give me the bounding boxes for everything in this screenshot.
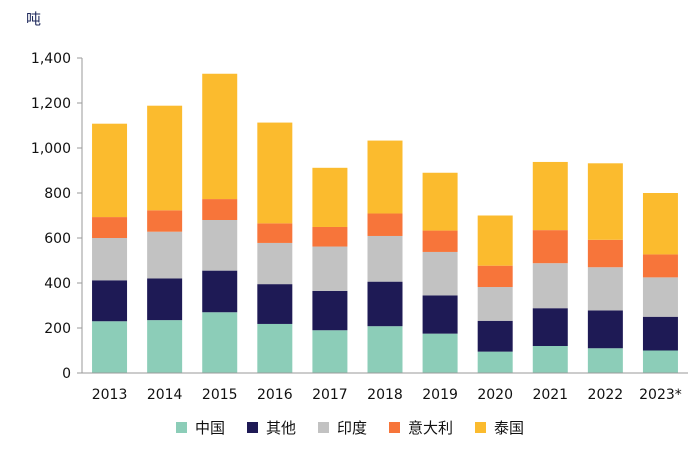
x-tick-label: 2019 [422, 387, 458, 403]
bar-segment [642, 193, 678, 255]
x-tick-label: 2023* [639, 387, 682, 403]
bar-segment [312, 226, 348, 247]
bar-segment [642, 350, 678, 373]
bar-segment [92, 123, 128, 218]
legend-item: 其他 [246, 417, 296, 438]
bar-segment [532, 263, 568, 309]
bar-segment [202, 73, 238, 200]
bar-segment [312, 330, 348, 373]
x-tick-label: 2021 [532, 387, 568, 403]
legend-item: 中国 [175, 417, 225, 438]
bar-segment [92, 280, 128, 322]
bar-segment [642, 316, 678, 351]
x-axis-ticks: 2013 2014 2015 2016 2017 2018 2019 2020 2021 2022… [92, 387, 682, 403]
bar-segment [312, 290, 348, 331]
bar-segment [367, 235, 403, 282]
y-tick-label: 200 [44, 321, 71, 337]
legend-swatch [175, 421, 187, 433]
legend-swatch [475, 421, 487, 433]
bar-segment [532, 346, 568, 373]
bar-segment [147, 320, 183, 373]
bar-segment [257, 242, 293, 285]
y-tick-label: 800 [44, 186, 71, 202]
bar-segment [202, 220, 238, 271]
legend: 中国 其他 印度 意大利 泰国 [0, 412, 700, 442]
legend-item: 印度 [317, 417, 367, 438]
bar-segment [312, 167, 348, 227]
bar-segment [477, 287, 513, 321]
legend-label: 意大利 [408, 418, 454, 437]
bar-segment [477, 320, 513, 352]
y-axis-ticks: 0 200 400 600 800 1,000 1,200 1,400 [31, 51, 82, 382]
y-tick-label: 1,200 [31, 96, 71, 112]
x-tick-label: 2022 [588, 387, 624, 403]
bar-segment [312, 246, 348, 291]
x-tick-label: 2013 [92, 387, 128, 403]
x-tick-label: 2020 [477, 387, 513, 403]
bar-segment [642, 277, 678, 317]
x-tick-label: 2017 [312, 387, 348, 403]
bar-segment [147, 278, 183, 321]
bar-stacks [92, 73, 678, 373]
bar-segment [642, 254, 678, 278]
bar-segment [422, 251, 458, 296]
bar-segment [257, 223, 293, 243]
legend-item: 意大利 [389, 417, 453, 438]
bar-segment [587, 310, 623, 349]
y-tick-label: 400 [44, 276, 71, 292]
legend-swatch [246, 421, 258, 433]
legend-swatch [389, 421, 400, 433]
bar-segment [147, 105, 183, 211]
bar-segment [477, 215, 513, 266]
bar-segment [587, 267, 623, 311]
bar-segment [532, 161, 568, 231]
y-tick-label: 600 [44, 231, 71, 247]
bar-segment [367, 281, 403, 327]
bar-segment [92, 321, 128, 373]
x-tick-label: 2014 [147, 387, 183, 403]
bar-segment [202, 312, 238, 373]
bar-segment [587, 348, 623, 373]
x-tick-label: 2015 [202, 387, 238, 403]
bar-segment [257, 323, 293, 373]
legend-label: 泰国 [494, 418, 525, 437]
bar-segment [422, 333, 458, 373]
bar-segment [367, 213, 403, 236]
bar-segment [367, 140, 403, 214]
bar-segment [422, 295, 458, 334]
y-tick-label: 0 [62, 366, 71, 382]
bar-segment [587, 239, 623, 268]
bar-segment [92, 238, 128, 281]
legend-label: 中国 [194, 418, 225, 437]
legend-item: 泰国 [475, 417, 524, 438]
legend-swatch [317, 421, 329, 433]
x-tick-label: 2018 [367, 387, 403, 403]
legend-label: 印度 [336, 418, 367, 437]
y-axis-unit-label: 吨 [26, 10, 41, 28]
bar-segment [587, 163, 623, 240]
bar-segment [147, 210, 183, 232]
x-tick-label: 2016 [257, 387, 293, 403]
bar-segment [532, 230, 568, 264]
bar-segment [92, 217, 128, 238]
bar-segment [477, 351, 513, 373]
bar-segment [422, 230, 458, 252]
bar-segment [202, 270, 238, 313]
bar-segment [257, 122, 293, 224]
legend-label: 其他 [265, 418, 296, 437]
bar-segment [147, 231, 183, 279]
bar-segment [532, 308, 568, 346]
y-tick-label: 1,000 [31, 141, 71, 157]
bar-segment [422, 172, 458, 231]
bar-segment [367, 326, 403, 373]
bar-segment [202, 199, 238, 220]
bar-segment [257, 284, 293, 324]
y-tick-label: 1,400 [31, 51, 71, 67]
bar-segment [477, 265, 513, 288]
